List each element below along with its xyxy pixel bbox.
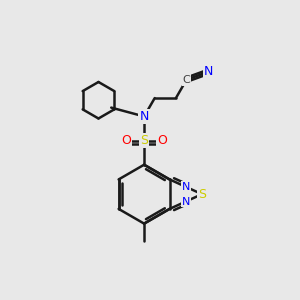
Text: O: O <box>158 134 167 147</box>
Text: N: N <box>182 182 190 192</box>
Text: N: N <box>182 196 190 206</box>
Text: N: N <box>140 110 149 123</box>
Text: O: O <box>121 134 131 147</box>
Text: S: S <box>140 134 148 147</box>
Text: S: S <box>198 188 206 201</box>
Text: N: N <box>204 65 214 78</box>
Text: C: C <box>183 75 190 85</box>
